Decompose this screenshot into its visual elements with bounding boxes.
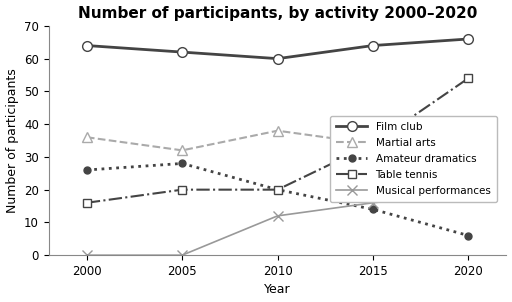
Musical performances xyxy=(370,201,376,204)
Amateur dramatics xyxy=(179,162,185,165)
Martial arts xyxy=(84,135,90,139)
Table tennis xyxy=(179,188,185,191)
Martial arts xyxy=(179,149,185,152)
Film club xyxy=(274,57,281,60)
Line: Martial arts: Martial arts xyxy=(82,126,473,155)
Y-axis label: Number of participants: Number of participants xyxy=(6,68,18,213)
Table tennis xyxy=(465,76,472,80)
Film club xyxy=(84,44,90,47)
Table tennis xyxy=(370,142,376,146)
Musical performances xyxy=(274,214,281,218)
Musical performances xyxy=(465,191,472,195)
Amateur dramatics xyxy=(465,234,472,237)
Table tennis xyxy=(274,188,281,191)
Film club xyxy=(465,37,472,41)
Musical performances xyxy=(84,253,90,257)
Martial arts xyxy=(274,129,281,133)
Line: Amateur dramatics: Amateur dramatics xyxy=(83,160,472,239)
Martial arts xyxy=(465,135,472,139)
Film club xyxy=(179,50,185,54)
Line: Film club: Film club xyxy=(82,34,473,63)
Amateur dramatics xyxy=(370,207,376,211)
Line: Table tennis: Table tennis xyxy=(82,74,473,207)
Martial arts xyxy=(370,142,376,146)
Amateur dramatics xyxy=(84,168,90,172)
Film club xyxy=(370,44,376,47)
Table tennis xyxy=(84,201,90,204)
Legend: Film club, Martial arts, Amateur dramatics, Table tennis, Musical performances: Film club, Martial arts, Amateur dramati… xyxy=(330,116,497,202)
Title: Number of participants, by activity 2000–2020: Number of participants, by activity 2000… xyxy=(78,5,477,21)
Amateur dramatics xyxy=(274,188,281,191)
X-axis label: Year: Year xyxy=(264,284,291,297)
Musical performances xyxy=(179,253,185,257)
Line: Musical performances: Musical performances xyxy=(82,188,473,260)
